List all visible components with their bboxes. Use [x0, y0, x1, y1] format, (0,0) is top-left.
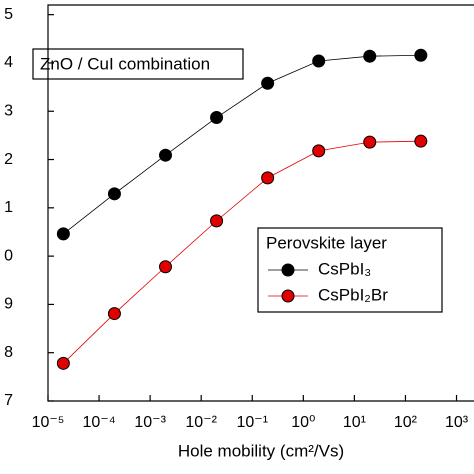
data-point — [159, 260, 173, 274]
legend-label: CsPbI₃ — [318, 259, 371, 278]
x-axis-label: Hole mobility (cm²/Vs) — [178, 441, 344, 460]
y-tick-label: 5 — [4, 6, 13, 23]
series-line — [63, 54, 421, 235]
legend-title: Perovskite layer — [266, 233, 387, 252]
x-tick-label: 10¹ — [343, 414, 366, 431]
y-tick-label: 3 — [4, 102, 13, 119]
x-tick-label: 10⁻¹ — [236, 414, 268, 431]
data-point — [312, 54, 326, 68]
data-point — [107, 187, 121, 201]
series-line — [63, 140, 421, 364]
x-tick-label: 10⁰ — [291, 414, 315, 431]
y-tick-label: 2 — [4, 151, 13, 168]
plot-frame — [47, 4, 474, 402]
y-tick-label: 4 — [4, 54, 13, 71]
data-point — [56, 356, 70, 370]
legend-marker — [281, 289, 295, 303]
y-tick-label: 1 — [4, 199, 13, 216]
y-tick-label: 0 — [4, 247, 13, 264]
data-point — [363, 135, 377, 149]
x-tick-label: 10³ — [445, 414, 469, 431]
data-point — [414, 134, 428, 148]
data-point — [363, 49, 377, 63]
data-point — [107, 307, 121, 321]
x-tick-label: 10² — [394, 414, 418, 431]
x-tick-label: 10⁻⁴ — [83, 414, 116, 431]
y-tick-label: 8 — [4, 344, 13, 361]
y-tick-label: 9 — [4, 296, 13, 313]
legend-marker — [281, 263, 295, 277]
legend-label: CsPbI₂Br — [318, 285, 388, 304]
x-tick-label: 10⁻³ — [134, 414, 166, 431]
data-point — [210, 214, 224, 228]
x-tick-label: 10⁻² — [185, 414, 217, 431]
y-tick-label: 7 — [4, 392, 13, 409]
data-point — [414, 48, 428, 62]
data-point — [56, 227, 70, 241]
data-point — [159, 148, 173, 162]
data-point — [210, 111, 224, 125]
data-point — [261, 171, 275, 185]
data-point — [261, 76, 275, 90]
annotation: ZnO / CuI combination — [40, 54, 210, 73]
x-tick-label: 10⁻⁵ — [32, 414, 65, 431]
data-point — [312, 144, 326, 158]
annotation-box — [32, 48, 244, 80]
